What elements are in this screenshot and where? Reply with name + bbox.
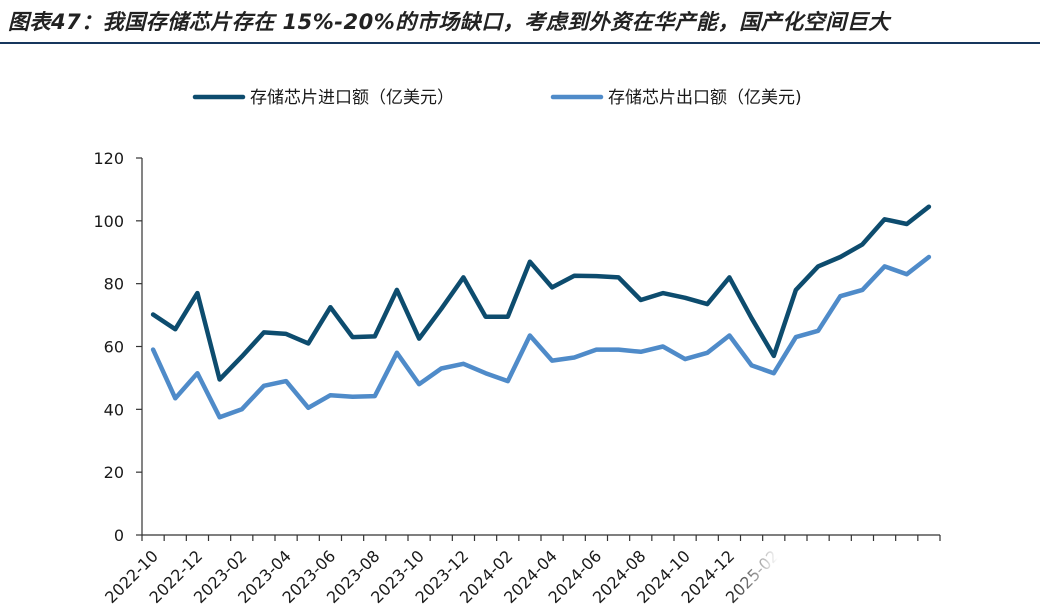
title-underline [0,42,1040,44]
y-tick-label: 0 [114,526,124,545]
import-series-line [150,204,932,382]
y-tick-label: 100 [93,212,124,231]
crop-overlay [730,548,1048,609]
y-tick-label: 80 [104,275,124,294]
chart-title: 图表47：我国存储芯片存在 15%-20%的市场缺口，考虑到外资在华产能，国产化… [8,10,890,34]
legend-label: 存储芯片出口额（亿美元) [608,88,802,108]
y-tick-label: 20 [104,463,124,482]
chart-legend: 存储芯片进口额（亿美元） 存储芯片出口额（亿美元) [192,88,802,108]
legend-item-import: 存储芯片进口额（亿美元） [192,88,454,108]
chart-axes: 0 20 40 60 80 100 120 [93,149,941,545]
fade-overlay [730,548,1048,609]
y-tick-label: 120 [93,149,124,168]
x-tick-labels: 2022-102022-122023-022023-042023-062023-… [101,546,782,607]
export-series-line [150,254,932,420]
chart-series [150,204,932,420]
title-bar: 图表47：我国存储芯片存在 15%-20%的市场缺口，考虑到外资在华产能，国产化… [0,0,1048,44]
y-tick-label: 60 [104,338,124,357]
legend-item-export: 存储芯片出口额（亿美元) [550,88,802,108]
legend-label: 存储芯片进口额（亿美元） [250,88,454,108]
y-tick-label: 40 [104,400,124,419]
